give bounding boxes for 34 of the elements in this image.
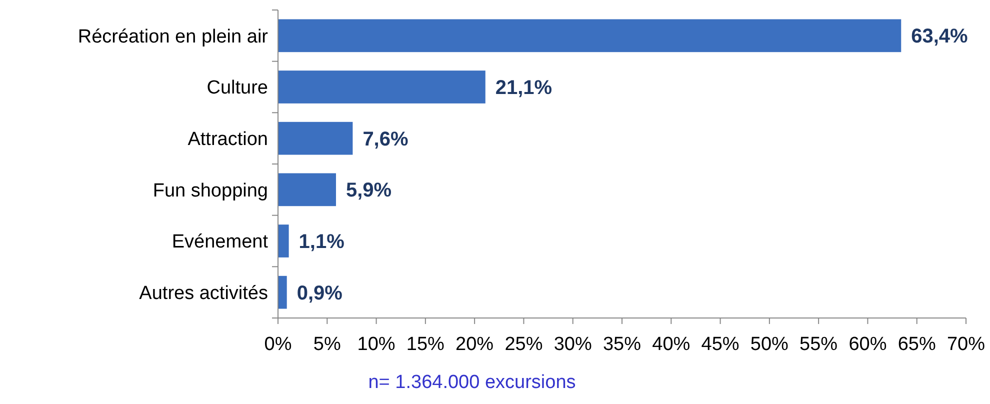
y-tick-label: Récréation en plein air xyxy=(78,26,269,48)
bar xyxy=(278,19,902,52)
x-tick-label: 15% xyxy=(406,334,445,355)
data-label: 21,1% xyxy=(495,77,552,99)
x-tick-label: 5% xyxy=(313,334,341,355)
data-label: 63,4% xyxy=(911,26,968,48)
bar xyxy=(278,70,486,104)
y-tick-label: Autres activités xyxy=(139,282,268,304)
text: n= 1.364.000 excursions xyxy=(368,372,576,393)
x-tick-label: 25% xyxy=(504,334,543,355)
y-tick-label: Fun shopping xyxy=(152,180,268,202)
x-tick-label: 40% xyxy=(652,334,690,355)
x-tick-label: 45% xyxy=(701,334,740,355)
bar xyxy=(278,224,289,258)
x-tick-label: 20% xyxy=(456,334,494,355)
x-tick-label: 10% xyxy=(357,334,396,355)
data-label: 5,9% xyxy=(346,180,392,202)
x-tick-label: 65% xyxy=(898,334,936,355)
y-tick-label: Attraction xyxy=(188,128,268,150)
x-tick-label: 35% xyxy=(602,334,642,355)
x-tick-label: 0% xyxy=(264,334,292,355)
bar xyxy=(278,276,287,309)
data-label: 1,1% xyxy=(298,231,345,253)
data-label: 0,9% xyxy=(296,282,343,304)
x-tick-label: 30% xyxy=(554,334,592,355)
bar xyxy=(278,173,336,206)
data-label: 7,6% xyxy=(362,128,408,150)
bar xyxy=(278,122,353,155)
x-tick-label: 50% xyxy=(750,334,789,355)
x-tick-label: 60% xyxy=(848,334,887,355)
x-tick-label: 55% xyxy=(800,334,838,355)
y-tick-label: Evénement xyxy=(172,232,269,253)
x-tick-label: 70% xyxy=(946,334,986,355)
y-tick-label: Culture xyxy=(206,78,268,99)
